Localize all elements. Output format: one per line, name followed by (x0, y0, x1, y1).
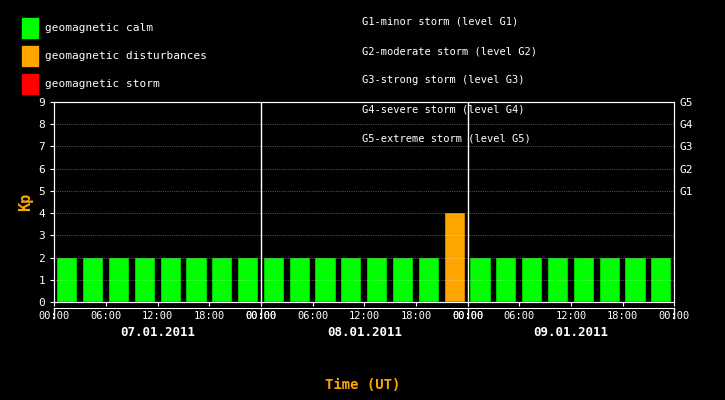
Bar (600, 258, 620, 302)
Bar (212, 258, 232, 302)
Text: Time (UT): Time (UT) (325, 378, 400, 392)
Bar (109, 258, 129, 302)
Bar (522, 258, 542, 302)
Bar (471, 258, 491, 302)
Text: G5-extreme storm (level G5): G5-extreme storm (level G5) (362, 134, 531, 144)
Text: geomagnetic storm: geomagnetic storm (45, 79, 160, 89)
Text: G4-severe storm (level G4): G4-severe storm (level G4) (362, 105, 525, 115)
Text: G3-strong storm (level G3): G3-strong storm (level G3) (362, 76, 525, 86)
Y-axis label: Kp: Kp (18, 193, 33, 211)
Bar (264, 258, 284, 302)
Bar (393, 258, 413, 302)
Text: 08.01.2011: 08.01.2011 (327, 326, 402, 339)
Bar (651, 258, 671, 302)
Bar (548, 258, 568, 302)
Bar (186, 258, 207, 302)
Bar (341, 258, 362, 302)
Text: 09.01.2011: 09.01.2011 (534, 326, 608, 339)
Bar (135, 258, 155, 302)
Text: 07.01.2011: 07.01.2011 (120, 326, 195, 339)
Bar (444, 213, 465, 302)
Bar (238, 258, 258, 302)
Text: G1-minor storm (level G1): G1-minor storm (level G1) (362, 17, 519, 27)
Bar (626, 258, 645, 302)
Bar (315, 258, 336, 302)
Text: geomagnetic disturbances: geomagnetic disturbances (45, 51, 207, 61)
Text: G2-moderate storm (level G2): G2-moderate storm (level G2) (362, 46, 537, 56)
Bar (573, 258, 594, 302)
Bar (367, 258, 387, 302)
Bar (160, 258, 181, 302)
Bar (290, 258, 310, 302)
Bar (497, 258, 516, 302)
Bar (419, 258, 439, 302)
Text: geomagnetic calm: geomagnetic calm (45, 23, 153, 33)
Bar (83, 258, 103, 302)
Bar (57, 258, 78, 302)
